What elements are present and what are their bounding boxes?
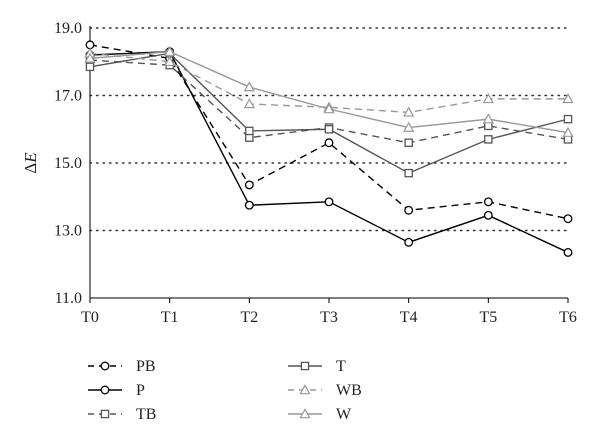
legend-label: TB: [136, 406, 156, 423]
legend-label: W: [336, 406, 352, 423]
data-point-w: [164, 45, 176, 56]
legend-item-p: P: [88, 382, 145, 399]
data-point-pb: [324, 138, 334, 148]
legend-swatch-marker: [299, 408, 311, 419]
data-point-p: [324, 197, 334, 207]
legend-item-tb: TB: [88, 406, 156, 423]
data-point-w: [243, 81, 255, 92]
legend-item-t: T: [288, 358, 346, 375]
series-lines: [84, 40, 574, 257]
data-point-t: [245, 126, 254, 136]
data-point-t: [563, 114, 573, 124]
y-tick-label: 17.0: [54, 88, 82, 105]
data-point-w: [562, 126, 574, 137]
legend-item-pb: PB: [88, 358, 156, 375]
y-tick-label: 15.0: [54, 155, 82, 172]
data-point-t: [85, 62, 95, 72]
data-point-tb: [404, 138, 413, 147]
legend-label: P: [136, 382, 145, 399]
data-point-wb: [243, 98, 255, 109]
axes: 11.0 13.0 15.0 17.0 19.0 ΔE T0 T1 T2 T3 T4 T5 T6: [21, 20, 577, 326]
y-axis-label: ΔE: [21, 152, 40, 174]
y-tick-label: 19.0: [54, 20, 82, 37]
y-tick-label: 13.0: [54, 223, 82, 240]
data-point-p: [563, 247, 573, 257]
legend-swatch-marker: [300, 361, 310, 371]
data-point-pb: [563, 214, 573, 224]
y-tick-label: 11.0: [55, 290, 82, 307]
data-point-wb: [403, 106, 415, 117]
legend-item-wb: WB: [288, 382, 362, 399]
legend-label: PB: [136, 358, 156, 375]
data-point-t: [484, 135, 493, 144]
data-point-p: [404, 237, 414, 247]
legend-swatch-marker: [100, 409, 110, 419]
series-w: [84, 45, 574, 137]
data-point-w: [323, 103, 335, 114]
data-point-wb: [482, 93, 494, 104]
series-line-p: [89, 50, 569, 254]
data-point-w: [482, 113, 494, 124]
series-pb: [85, 40, 573, 224]
x-tick-label: T6: [559, 309, 577, 326]
legend-swatch-marker: [100, 385, 110, 395]
x-tick-label: T4: [400, 309, 418, 326]
data-point-wb: [164, 55, 176, 67]
series-p: [85, 47, 573, 257]
data-point-w: [84, 52, 96, 63]
x-tick-label: T3: [320, 309, 338, 326]
data-point-wb: [562, 93, 574, 104]
data-point-pb: [404, 205, 414, 215]
data-point-pb: [244, 180, 254, 190]
series-line-w: [89, 50, 569, 134]
x-tick-label: T2: [240, 309, 258, 326]
legend: PB P TB T WB W: [88, 358, 362, 423]
legend-label: T: [336, 358, 346, 375]
data-point-w: [403, 121, 415, 132]
legend-label: WB: [336, 382, 362, 399]
data-point-t: [404, 168, 413, 178]
data-point-p: [244, 200, 254, 210]
legend-item-w: W: [288, 406, 352, 423]
x-tick-label: T5: [479, 309, 497, 326]
x-tick-label: T1: [161, 309, 179, 326]
legend-swatch-marker: [299, 384, 311, 395]
data-point-t: [324, 125, 334, 134]
legend-swatch-marker: [100, 361, 110, 371]
data-point-pb: [483, 197, 493, 207]
x-tick-label: T0: [81, 309, 99, 326]
data-point-p: [483, 210, 493, 220]
